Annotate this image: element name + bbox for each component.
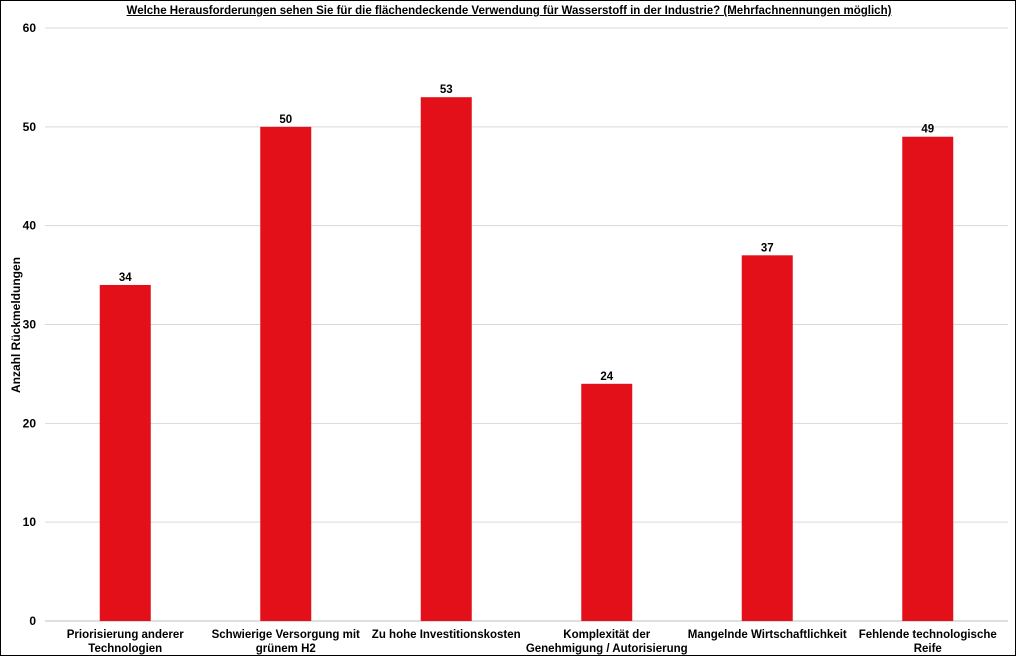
x-category-label: Schwierige Versorgung mit grünem H2 [212,629,360,655]
data-label: 24 [600,371,613,383]
bar [902,136,954,621]
data-labels: 34 50 53 24 37 49 [119,84,934,383]
gridlines [45,27,1008,622]
bars [99,97,954,622]
data-label: 49 [921,124,934,136]
bar [581,383,633,621]
chart-title: Welche Herausforderungen sehen Sie für d… [126,5,892,17]
bar [741,255,793,622]
y-tick-label: 10 [23,515,37,529]
x-category-label: Fehlende technologische Reife [859,629,997,655]
x-category-labels: Priorisierung anderer Technologien Schwier… [67,629,997,655]
data-label: 34 [119,272,132,284]
y-tick-label: 60 [23,21,37,35]
x-category-label: Priorisierung anderer Technologien [67,629,184,655]
bar [99,284,151,621]
x-category-label: Zu hohe Investitionskosten [372,629,521,641]
y-tick-label: 0 [29,614,36,628]
y-tick-label: 20 [23,416,37,430]
bar [260,126,312,621]
y-tick-label: 30 [23,318,37,332]
y-tick-label: 40 [23,219,37,233]
y-tick-label: 50 [23,120,37,134]
data-label: 37 [761,242,774,254]
bar [420,97,472,621]
x-category-label: Mangelnde Wirtschaftlichkeit [688,629,847,641]
data-label: 50 [279,114,292,126]
data-label: 53 [440,84,453,96]
y-tick-labels: 0 10 20 30 40 50 60 [23,21,37,628]
x-category-label: Komplexität der Genehmigung / Autorisieru… [526,629,688,655]
